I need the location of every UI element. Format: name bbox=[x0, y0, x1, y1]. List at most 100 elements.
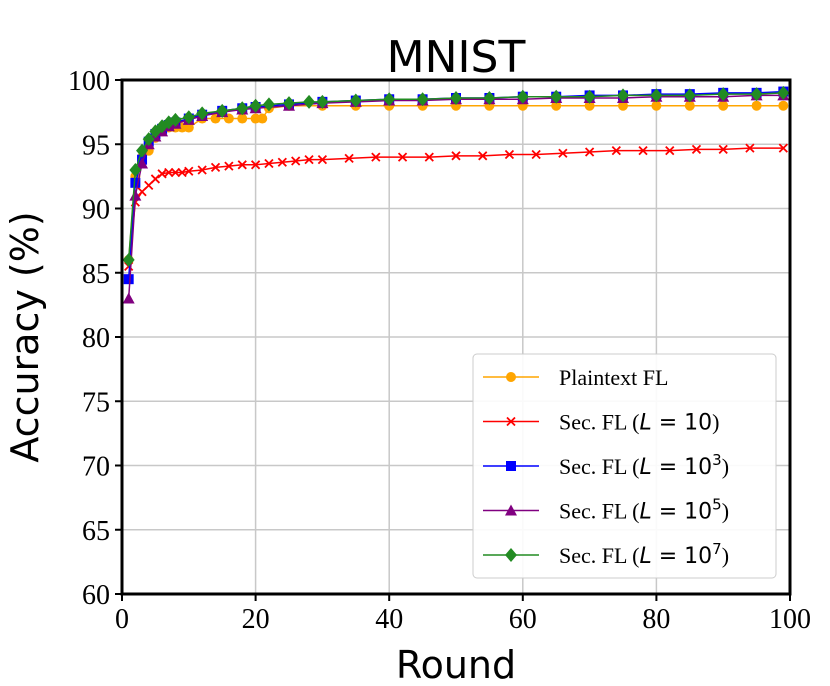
legend-marker bbox=[506, 372, 516, 382]
data-point bbox=[196, 106, 209, 121]
y-tick-label: 75 bbox=[82, 387, 110, 418]
data-point bbox=[750, 87, 763, 102]
y-axis-label: Accuracy (%) bbox=[3, 211, 47, 462]
x-tick-label: 80 bbox=[642, 604, 670, 635]
series-line bbox=[127, 94, 784, 299]
data-point bbox=[550, 89, 563, 104]
legend-label-prefix: Sec. FL ( bbox=[559, 499, 639, 524]
x-tick-label: 100 bbox=[769, 604, 811, 635]
legend-label-base: 10 bbox=[684, 544, 712, 569]
legend-label-eq: = bbox=[652, 411, 684, 436]
series-0 bbox=[123, 100, 789, 265]
data-point bbox=[277, 157, 287, 167]
data-point bbox=[349, 93, 362, 108]
data-point bbox=[618, 100, 628, 111]
data-point bbox=[317, 155, 328, 165]
data-point bbox=[718, 144, 728, 155]
data-point bbox=[371, 152, 381, 162]
y-tick-label: 65 bbox=[82, 516, 110, 547]
data-point bbox=[583, 89, 596, 104]
legend-marker bbox=[506, 416, 516, 427]
data-point bbox=[483, 90, 496, 105]
data-point bbox=[216, 103, 229, 118]
data-point bbox=[551, 100, 562, 111]
data-point bbox=[249, 98, 262, 113]
data-point bbox=[304, 155, 314, 165]
legend-label-suffix: ) bbox=[712, 410, 719, 435]
data-point bbox=[416, 92, 429, 107]
data-point bbox=[183, 122, 194, 133]
legend-label-base: 10 bbox=[684, 500, 712, 525]
data-point bbox=[210, 162, 221, 173]
legend-label-suffix: ) bbox=[722, 454, 729, 479]
data-point bbox=[665, 146, 675, 156]
data-point bbox=[650, 88, 663, 103]
legend-item: Sec. FL (L = 103) bbox=[483, 451, 729, 480]
data-point bbox=[778, 143, 788, 153]
data-point bbox=[778, 100, 789, 111]
legend-item: Sec. FL (L = 107) bbox=[483, 540, 729, 569]
y-tick-label: 60 bbox=[82, 580, 110, 611]
data-point bbox=[683, 88, 696, 103]
legend-label-var: L bbox=[639, 455, 651, 480]
data-point bbox=[136, 143, 149, 158]
data-point bbox=[316, 94, 329, 109]
data-point bbox=[638, 146, 648, 156]
data-point bbox=[129, 162, 142, 177]
data-point bbox=[397, 152, 408, 162]
y-tick-label: 90 bbox=[82, 195, 110, 226]
legend-label-prefix: Sec. FL ( bbox=[559, 543, 639, 568]
data-point bbox=[718, 100, 729, 111]
legend-label: Sec. FL (L = 103) bbox=[559, 451, 729, 480]
data-point bbox=[745, 143, 755, 153]
data-point bbox=[150, 174, 161, 184]
x-tick-label: 20 bbox=[242, 604, 270, 635]
y-tick-label: 85 bbox=[82, 259, 110, 290]
y-tick-label: 95 bbox=[82, 130, 110, 161]
legend-label: Sec. FL (L = 10) bbox=[559, 410, 719, 436]
y-tick-label: 70 bbox=[82, 452, 110, 483]
series-1 bbox=[124, 143, 788, 271]
data-point bbox=[237, 113, 248, 124]
data-point bbox=[224, 161, 234, 171]
data-point bbox=[197, 165, 207, 175]
data-point bbox=[617, 88, 629, 103]
legend-label-prefix: Sec. FL ( bbox=[559, 410, 639, 435]
data-point bbox=[262, 97, 275, 112]
legend-label-base: 10 bbox=[684, 455, 712, 480]
data-point bbox=[584, 147, 595, 157]
legend-label-eq: = bbox=[652, 544, 684, 569]
legend-label-eq: = bbox=[652, 455, 684, 480]
legend-label-exp: 5 bbox=[712, 496, 722, 514]
legend-item: Sec. FL (L = 105) bbox=[483, 496, 729, 525]
data-point bbox=[130, 177, 141, 188]
data-point bbox=[257, 113, 268, 124]
data-point bbox=[303, 94, 316, 109]
data-point bbox=[237, 160, 247, 170]
legend-label: Sec. FL (L = 105) bbox=[559, 496, 729, 525]
data-point bbox=[504, 149, 515, 160]
legend-label-eq: = bbox=[652, 500, 684, 525]
data-point bbox=[142, 132, 155, 147]
data-point bbox=[170, 167, 181, 178]
legend-label-exp: 3 bbox=[712, 451, 722, 469]
data-point bbox=[122, 292, 135, 304]
data-point bbox=[691, 144, 702, 155]
data-point bbox=[478, 151, 488, 161]
legend-box bbox=[472, 353, 777, 579]
y-tick-label: 80 bbox=[82, 323, 110, 354]
data-point bbox=[250, 160, 261, 170]
data-point bbox=[283, 96, 295, 111]
legend-label-text: Plaintext FL bbox=[559, 365, 668, 390]
series-4 bbox=[122, 85, 790, 267]
legend-label-var: L bbox=[639, 500, 651, 525]
data-point bbox=[584, 100, 595, 111]
legend-label-var: L bbox=[639, 411, 651, 436]
data-point bbox=[751, 100, 762, 111]
legend-label-base: 10 bbox=[684, 411, 712, 436]
data-point bbox=[684, 100, 695, 111]
data-point bbox=[450, 90, 462, 105]
